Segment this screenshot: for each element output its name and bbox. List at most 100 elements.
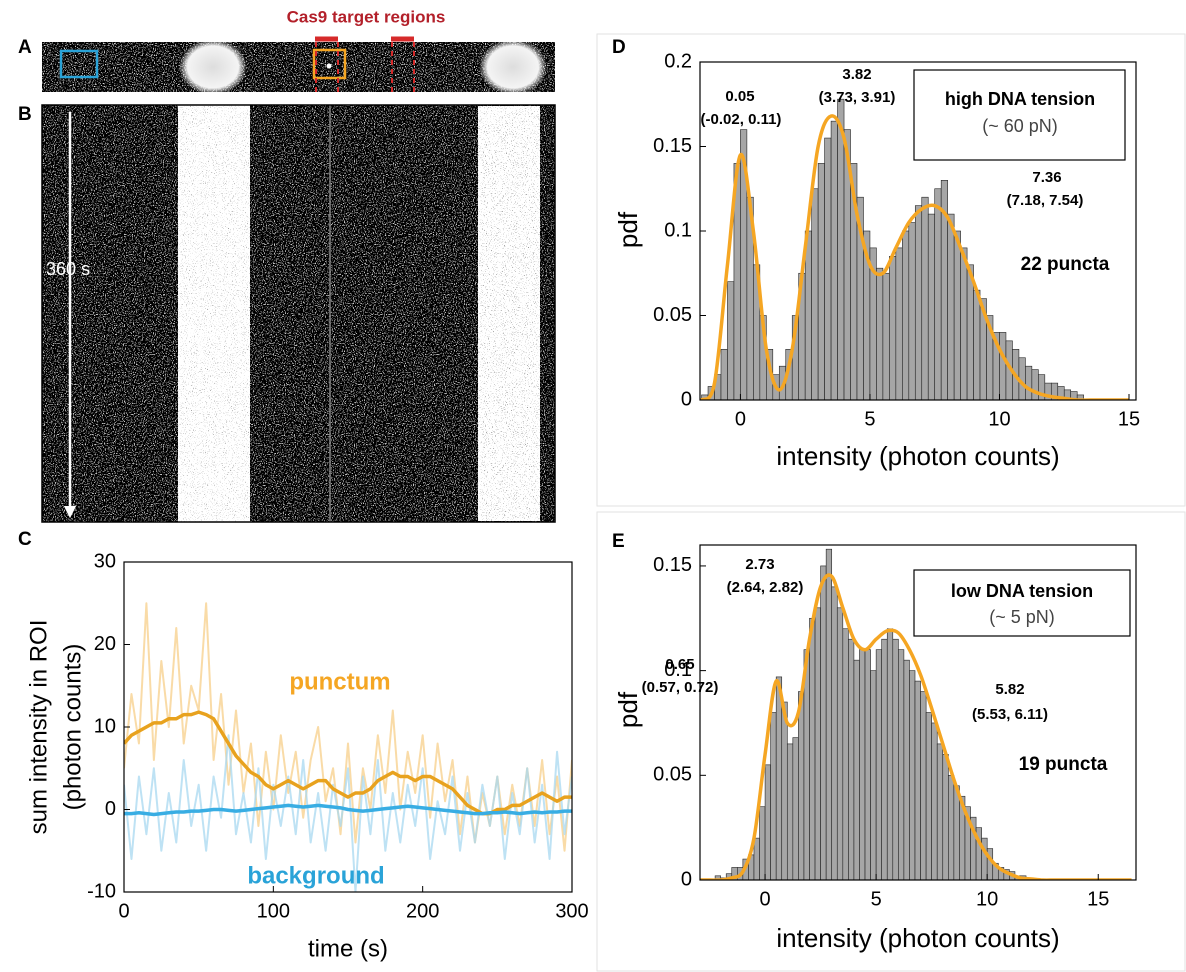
bar	[942, 754, 949, 880]
x-tick-label: 0	[118, 900, 129, 922]
bar	[836, 607, 844, 880]
y-tick-label: 10	[94, 715, 116, 737]
bar	[1025, 365, 1033, 400]
axes-frame	[123, 561, 573, 893]
fit-curve	[700, 114, 1130, 400]
panel-frame	[596, 33, 1186, 507]
bar	[870, 670, 877, 880]
bar	[825, 548, 833, 880]
legend-text: (~ 5 pN)	[989, 607, 1055, 627]
x-tick-label: 5	[864, 408, 875, 430]
bar	[842, 628, 849, 880]
bar	[809, 617, 816, 880]
bar	[817, 163, 825, 400]
bar	[853, 659, 860, 880]
peak-annotation: (2.64, 2.82)	[727, 579, 804, 596]
y-tick-label: 0.2	[664, 50, 692, 72]
bar	[775, 676, 783, 880]
x-axis-label: intensity (photon counts)	[776, 923, 1059, 953]
bar	[727, 281, 735, 400]
chart: 0 5 10 15 0 0.05 0.1 0.15 0.2 intensity (photon c…	[613, 50, 1140, 471]
bar	[960, 247, 968, 400]
bar	[781, 701, 788, 880]
bar	[914, 205, 923, 400]
y-tick-label: 0.05	[653, 764, 692, 786]
bar	[908, 222, 916, 400]
series-label: background	[247, 862, 384, 889]
y-tick-label: 0.15	[653, 135, 692, 157]
bar	[804, 230, 812, 400]
target-label: Cas9 target regions	[287, 7, 446, 26]
peak-annotation: 2.73	[745, 556, 774, 573]
bar	[934, 188, 942, 400]
x-tick-label: 15	[1087, 888, 1109, 910]
bar	[914, 680, 921, 880]
smoothed-trace	[124, 803, 572, 817]
legend-text: high DNA tension	[945, 89, 1095, 109]
y-tick-label: 0.1	[664, 219, 692, 241]
bar	[953, 230, 961, 400]
bar	[892, 638, 899, 880]
bar	[876, 267, 884, 400]
panel-letter: E	[612, 531, 625, 552]
bar	[881, 638, 888, 880]
legend-text: (~ 60 pN)	[982, 116, 1058, 136]
bar	[920, 691, 927, 880]
bar	[902, 230, 910, 400]
peak-annotation: (7.18, 7.54)	[1007, 192, 1084, 209]
x-tick-label: 0	[760, 888, 771, 910]
bar	[824, 137, 832, 400]
plot-area	[700, 548, 1132, 880]
bar	[903, 659, 910, 880]
bar	[764, 764, 771, 880]
image-b	[41, 104, 556, 523]
bar	[936, 743, 944, 880]
bar	[909, 670, 916, 880]
bar	[875, 649, 882, 880]
bar	[831, 586, 838, 880]
y-axis-label: (photon counts)	[59, 644, 86, 811]
bar	[864, 649, 871, 880]
y-tick-label: 0.05	[653, 304, 692, 326]
peak-annotation: 3.82	[842, 66, 871, 83]
x-tick-label: 100	[257, 900, 290, 922]
bar	[966, 264, 974, 400]
bar	[921, 196, 929, 400]
bar	[953, 785, 960, 880]
x-tick-label: 15	[1118, 408, 1140, 430]
y-tick-label: 0	[105, 798, 116, 820]
bar	[886, 628, 894, 880]
bar	[973, 289, 981, 400]
chart: 0 5 10 15 0 0.05 0.1 0.15 intensity (photon coun…	[613, 544, 1137, 953]
bar	[837, 98, 845, 400]
bar	[759, 806, 766, 880]
image-a	[42, 36, 555, 95]
y-axis-label: sum intensity in ROI	[25, 620, 52, 835]
fit-curve	[700, 573, 1132, 880]
bar	[925, 712, 932, 880]
bar	[798, 691, 805, 880]
peak-annotation: 7.36	[1032, 169, 1061, 186]
y-axis-label: pdf	[613, 211, 643, 248]
bar	[931, 722, 938, 880]
y-tick-label: 0	[681, 868, 692, 890]
peak-annotation: (3.73, 3.91)	[819, 89, 896, 106]
x-axis-label: intensity (photon counts)	[776, 441, 1059, 471]
peak-annotation: 0.65	[665, 656, 694, 673]
x-tick-label: 200	[406, 900, 439, 922]
x-axis-label: time (s)	[308, 935, 388, 962]
legend-box	[913, 569, 1131, 637]
bar	[770, 712, 777, 880]
bar	[820, 565, 827, 880]
bar	[814, 607, 821, 880]
count-label: 19 puncta	[1019, 754, 1108, 775]
panel-letter: D	[612, 37, 626, 58]
axes-frame	[699, 544, 1137, 881]
peak-annotation: 5.82	[995, 681, 1024, 698]
x-tick-label: 10	[988, 408, 1010, 430]
bar	[786, 743, 794, 880]
x-tick-label: 5	[871, 888, 882, 910]
bar	[792, 737, 799, 880]
bar	[895, 247, 903, 400]
